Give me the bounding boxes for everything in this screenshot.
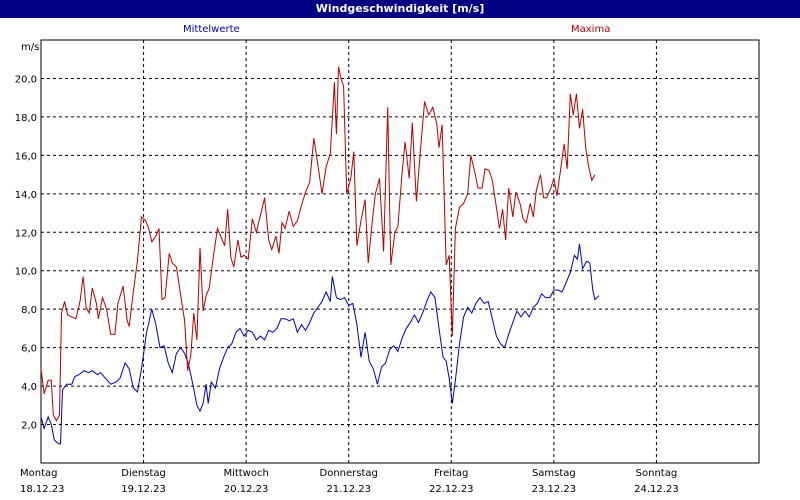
y-tick-label: 2,0: [21, 421, 37, 432]
x-tick-date: 20.12.23: [224, 484, 269, 495]
y-tick-label: 10,0: [15, 267, 37, 278]
x-tick-weekday: Dienstag: [121, 468, 166, 479]
x-tick-date: 19.12.23: [121, 484, 166, 495]
y-tick-label: 16,0: [15, 151, 37, 162]
y-tick-label: 4,0: [21, 382, 37, 393]
x-tick-weekday: Freitag: [434, 468, 468, 479]
x-tick-date: 22.12.23: [429, 484, 474, 495]
y-axis-label: m/s: [21, 42, 39, 53]
x-tick-weekday: Samstag: [532, 468, 576, 479]
x-tick-date: 23.12.23: [532, 484, 577, 495]
x-tick-date: 21.12.23: [326, 484, 371, 495]
x-tick-weekday: Sonntag: [636, 468, 678, 479]
y-tick-label: 6,0: [21, 344, 37, 355]
x-tick-date: 18.12.23: [20, 484, 65, 495]
y-tick-label: 12,0: [15, 228, 37, 239]
y-tick-label: 18,0: [15, 113, 37, 124]
x-tick-weekday: Mittwoch: [223, 468, 268, 479]
x-tick-date: 24.12.23: [634, 484, 679, 495]
legend-mittelwerte: Mittelwerte: [183, 24, 240, 35]
y-tick-label: 8,0: [21, 305, 37, 316]
x-tick-weekday: Montag: [20, 468, 57, 479]
series-line-maxima: [40, 66, 596, 422]
series-line-mittelwerte: [40, 243, 600, 445]
y-tick-label: 14,0: [15, 190, 37, 201]
plot-area: [40, 39, 760, 464]
y-tick-label: 20,0: [15, 74, 37, 85]
x-tick-weekday: Donnerstag: [320, 468, 378, 479]
legend-maxima: Maxima: [571, 24, 611, 35]
chart-title: Windgeschwindigkeit [m/s]: [0, 0, 800, 18]
